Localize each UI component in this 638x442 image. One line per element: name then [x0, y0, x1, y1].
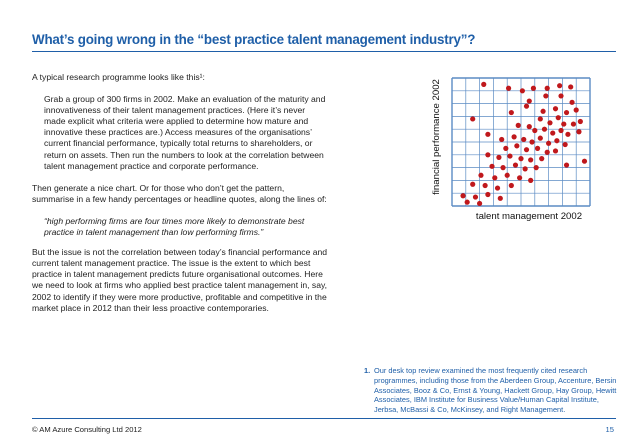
data-point [496, 155, 501, 160]
data-point [529, 139, 534, 144]
data-point [483, 183, 488, 188]
data-point [505, 173, 510, 178]
y-axis-label: financial performance 2002 [431, 79, 442, 195]
data-point [514, 143, 519, 148]
data-point [470, 116, 475, 121]
footnote: 1. Our desk top review examined the most… [364, 366, 624, 415]
data-point [524, 104, 529, 109]
data-point [538, 136, 543, 141]
data-point [554, 138, 559, 143]
page-number: 15 [606, 425, 614, 434]
data-point [492, 175, 497, 180]
footnote-number: 1. [364, 366, 370, 376]
data-point [518, 156, 523, 161]
data-point [507, 153, 512, 158]
data-point [561, 121, 566, 126]
data-point [485, 132, 490, 137]
data-point [499, 137, 504, 142]
data-point [498, 196, 503, 201]
data-point [512, 134, 517, 139]
data-point [516, 123, 521, 128]
data-point [506, 86, 511, 91]
data-point [500, 165, 505, 170]
data-point [545, 150, 550, 155]
data-point [535, 146, 540, 151]
data-point [509, 183, 514, 188]
data-point [556, 115, 561, 120]
scatter-chart: financial performance 2002 talent manage… [430, 72, 600, 232]
data-point [538, 116, 543, 121]
data-point [470, 182, 475, 187]
data-point [521, 137, 526, 142]
data-point [489, 164, 494, 169]
data-point [503, 146, 508, 151]
data-point [473, 194, 478, 199]
data-point [485, 192, 490, 197]
title-divider [32, 51, 616, 52]
data-point [569, 100, 574, 105]
data-point [523, 166, 528, 171]
data-point [540, 109, 545, 114]
data-point [557, 83, 562, 88]
data-point [532, 128, 537, 133]
data-point [520, 88, 525, 93]
data-point [481, 82, 486, 87]
data-point [542, 127, 547, 132]
intro-paragraph: A typical research programme looks like … [32, 72, 328, 83]
data-point [531, 86, 536, 91]
data-point [527, 98, 532, 103]
data-point [578, 119, 583, 124]
data-point [477, 201, 482, 206]
issue-paragraph: But the issue is not the correlation bet… [32, 247, 328, 314]
data-point [545, 86, 550, 91]
programme-paragraph: Grab a group of 300 firms in 2002. Make … [44, 94, 328, 172]
data-point [495, 185, 500, 190]
data-point [524, 147, 529, 152]
data-point [582, 159, 587, 164]
data-point [547, 120, 552, 125]
data-point [528, 157, 533, 162]
data-point [553, 106, 558, 111]
body-text: A typical research programme looks like … [32, 72, 328, 325]
data-point [571, 121, 576, 126]
footnote-text: Our desk top review examined the most fr… [374, 366, 624, 415]
data-point [550, 130, 555, 135]
data-point [485, 152, 490, 157]
data-point [517, 175, 522, 180]
page-title: What’s going wrong in the “best practice… [32, 32, 632, 47]
quote-paragraph: “high performing firms are four times mo… [44, 216, 328, 238]
data-point [460, 193, 465, 198]
data-point [574, 107, 579, 112]
data-point [576, 129, 581, 134]
footer-divider [32, 418, 616, 419]
data-point [478, 173, 483, 178]
data-point [528, 178, 533, 183]
data-point [534, 165, 539, 170]
data-point [558, 128, 563, 133]
data-point [564, 110, 569, 115]
data-point [565, 132, 570, 137]
data-point [513, 162, 518, 167]
data-point [568, 84, 573, 89]
data-point [509, 110, 514, 115]
data-point [563, 142, 568, 147]
data-point [558, 93, 563, 98]
x-axis-label: talent management 2002 [476, 211, 582, 222]
data-point [539, 156, 544, 161]
data-point [543, 93, 548, 98]
data-point [527, 124, 532, 129]
data-point [465, 200, 470, 205]
data-point [564, 162, 569, 167]
data-point [546, 141, 551, 146]
data-point [553, 148, 558, 153]
copyright-text: © AM Azure Consulting Ltd 2012 [32, 425, 142, 434]
generate-paragraph: Then generate a nice chart. Or for those… [32, 183, 328, 205]
